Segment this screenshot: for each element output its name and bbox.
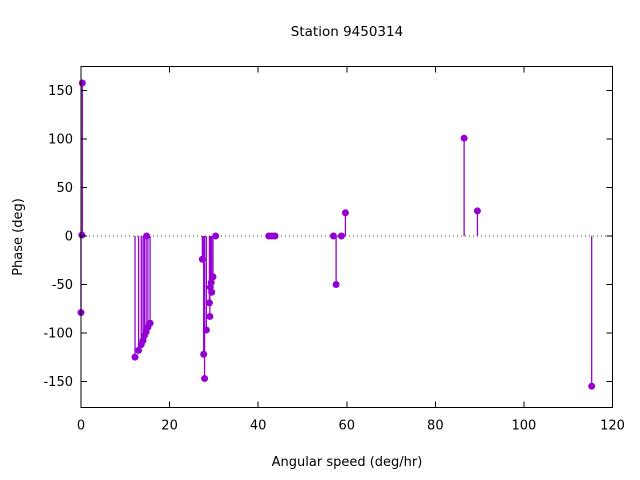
data-point: [78, 79, 86, 87]
x-tick-label: 120: [600, 419, 625, 434]
chart-title: Station 9450314: [291, 24, 403, 40]
data-point: [209, 273, 217, 281]
y-tick-label: 100: [48, 133, 73, 148]
data-point: [146, 319, 154, 327]
data-point: [208, 288, 216, 296]
data-point: [271, 232, 279, 240]
data-point: [460, 134, 468, 142]
plot-border: [80, 66, 613, 408]
y-tick-label: 0: [65, 230, 73, 245]
x-axis-label: Angular speed (deg/hr): [272, 455, 423, 470]
data-point: [473, 207, 481, 215]
y-tick-label: 150: [48, 84, 73, 99]
data-point: [329, 232, 337, 240]
y-tick-label: -100: [43, 326, 73, 341]
data-point: [332, 280, 340, 288]
y-tick-label: 50: [56, 181, 73, 196]
x-tick-label: 20: [161, 419, 178, 434]
data-point: [131, 353, 139, 361]
data-point: [205, 299, 213, 307]
plot-frame-layer: [80, 66, 613, 408]
x-tick-label: 80: [427, 419, 444, 434]
data-series-layer: [77, 79, 596, 390]
data-point: [135, 346, 143, 354]
data-point: [341, 209, 349, 217]
data-point: [206, 312, 214, 320]
x-tick-label: 100: [512, 419, 537, 434]
data-point: [78, 231, 86, 239]
data-point: [337, 232, 345, 240]
data-point: [202, 326, 210, 334]
tick-label-layer: 0 20 40 60 80 100 120 -150 -100 -50 0 50 100 150: [43, 84, 624, 433]
x-tick-label: 0: [77, 419, 85, 434]
data-point: [200, 350, 208, 358]
y-axis-label: Phase (deg): [11, 198, 26, 276]
data-point: [198, 255, 206, 263]
data-point: [212, 232, 220, 240]
x-tick-label: 60: [338, 419, 355, 434]
data-point: [143, 232, 151, 240]
data-point: [201, 374, 209, 382]
x-tick-label: 40: [250, 419, 267, 434]
data-point: [588, 382, 596, 390]
y-tick-label: -150: [43, 375, 73, 390]
y-tick-label: -50: [52, 278, 73, 293]
data-point: [207, 279, 215, 287]
